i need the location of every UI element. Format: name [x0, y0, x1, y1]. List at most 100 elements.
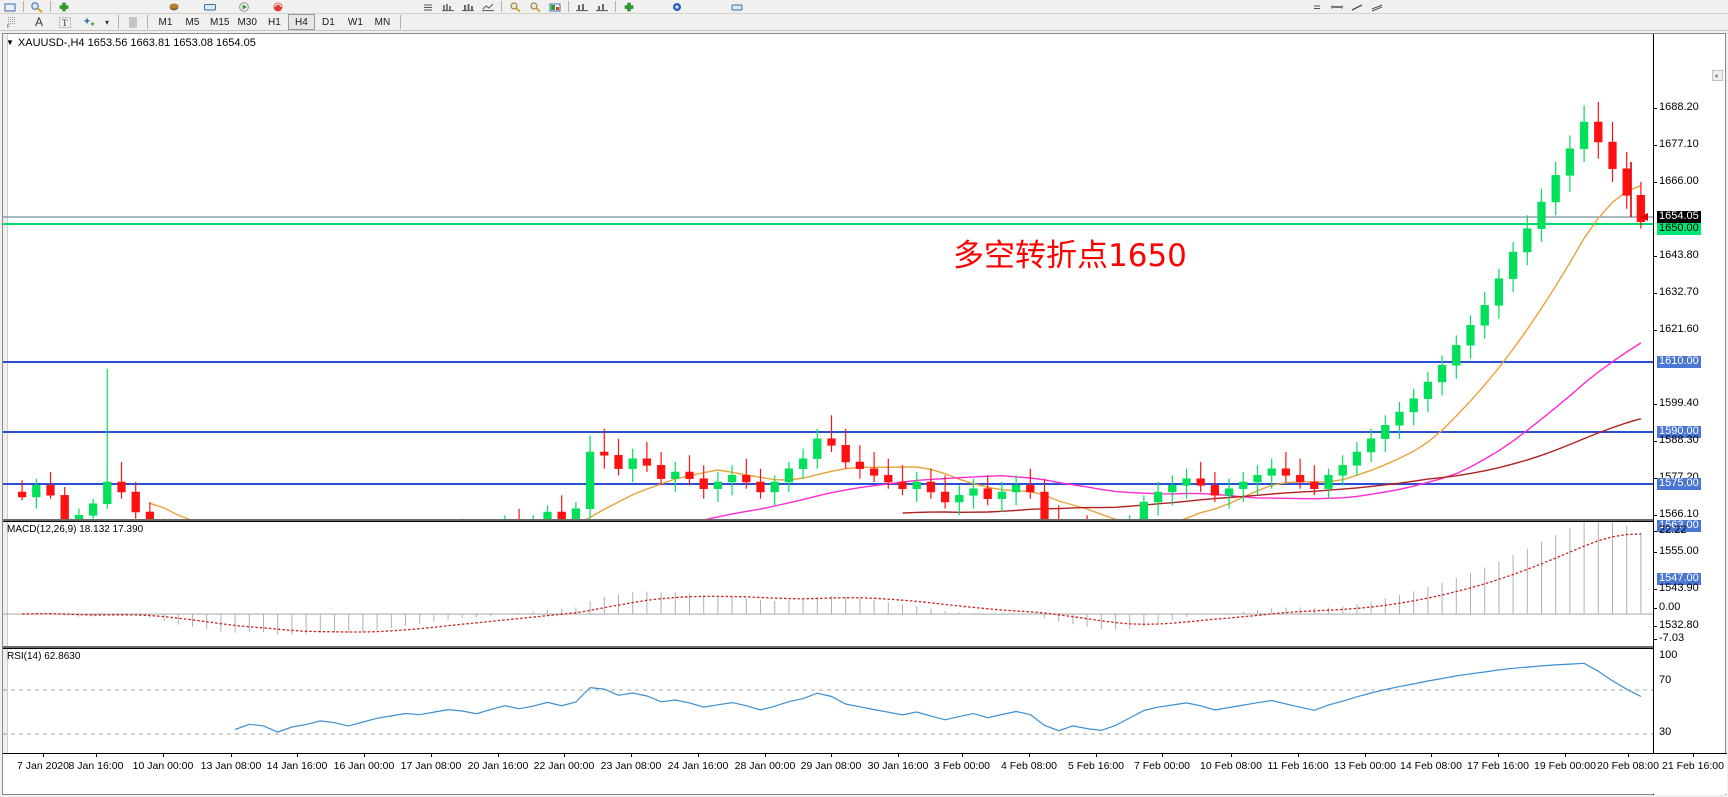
- time-axis[interactable]: 7 Jan 2020 8 Jan 16:00 10 Jan 00:00 13 Jan …: [3, 753, 1727, 794]
- time-axis-label: 23 Jan 08:00: [600, 760, 662, 772]
- price-axis-label: 1566.10: [1659, 508, 1699, 520]
- crosshair-icon[interactable]: F: [0, 14, 26, 30]
- auto-scroll-icon[interactable]: [545, 0, 565, 13]
- timeframe-m15[interactable]: M15: [210, 16, 230, 28]
- new-chart-icon[interactable]: [0, 0, 20, 13]
- time-tick-mark: [831, 754, 832, 757]
- toolbar-separator: [399, 15, 401, 29]
- line-chart-icon[interactable]: [478, 0, 498, 13]
- toolbar-separator: [568, 1, 569, 12]
- time-axis-label: 13 Jan 08:00: [200, 760, 262, 772]
- zoom-out-icon[interactable]: [525, 0, 545, 13]
- timeframe-d1[interactable]: D1: [322, 16, 335, 28]
- pane-divider-1[interactable]: [3, 519, 1655, 521]
- pane-divider-2[interactable]: [3, 646, 1655, 648]
- timeframe-m30[interactable]: M30: [237, 16, 257, 28]
- price-tick-mark: [1654, 182, 1657, 183]
- chart-annotation-text: 多空转折点1650: [953, 238, 1187, 274]
- macd-axis-label: 22.22: [1659, 524, 1687, 536]
- play-icon[interactable]: [234, 0, 254, 13]
- timeframe-group[interactable]: M1 M5 M15 M30 H1 H4 D1 W1 MN: [152, 14, 396, 31]
- objects-dropdown-icon[interactable]: ▾: [104, 17, 109, 27]
- time-axis-label: 19 Feb 00:00: [1534, 760, 1596, 772]
- shift-icon[interactable]: [572, 0, 592, 13]
- text-label-icon[interactable]: A: [34, 15, 43, 29]
- price-tick-mark: [1654, 145, 1657, 146]
- period-icon[interactable]: [667, 0, 687, 13]
- add-indicator-icon[interactable]: [619, 0, 639, 13]
- trendline-tool-icon[interactable]: [1347, 0, 1367, 13]
- time-axis-label: 11 Feb 16:00: [1267, 760, 1329, 772]
- time-tick-mark: [1628, 754, 1629, 757]
- price-pane[interactable]: 多空转折点1650: [3, 34, 1655, 519]
- rsi-axis-label: 70: [1659, 674, 1672, 686]
- search-icon[interactable]: [27, 0, 47, 13]
- price-tick-mark: [1654, 404, 1657, 405]
- macd-canvas: [3, 522, 1655, 636]
- price-axis-label: 1650.00: [1657, 222, 1701, 235]
- horizontal-line-tool-icon[interactable]: [1327, 0, 1347, 13]
- zoom-in-icon[interactable]: [505, 0, 525, 13]
- price-axis-label: 1599.40: [1659, 397, 1699, 409]
- timeframe-m1[interactable]: M1: [158, 16, 173, 28]
- template-icon[interactable]: [727, 0, 747, 13]
- add-icon[interactable]: [54, 0, 74, 13]
- time-tick-mark: [431, 754, 432, 757]
- status-bar: [0, 795, 1728, 797]
- timeframe-h4[interactable]: H4: [287, 14, 315, 30]
- list-icon[interactable]: [418, 0, 438, 13]
- price-axis-label: 1563.00: [1657, 519, 1701, 532]
- macd-pane[interactable]: MACD(12,26,9) 18.132 17.390: [3, 521, 1655, 646]
- text-box-icon[interactable]: T: [52, 14, 78, 30]
- timeframe-w1[interactable]: W1: [347, 16, 363, 28]
- price-tick-mark: [1654, 293, 1657, 294]
- grid-icon[interactable]: [123, 14, 143, 30]
- price-axis-label: 1547.00: [1657, 572, 1701, 585]
- price-chart-canvas: [3, 102, 1655, 519]
- stop-icon[interactable]: [268, 0, 288, 13]
- time-tick-mark: [1498, 754, 1499, 757]
- chart-symbol-label: XAUUSD-,H4 1653.56 1663.81 1653.08 1654.…: [17, 36, 256, 49]
- time-axis-label: 16 Jan 00:00: [333, 760, 395, 772]
- price-axis[interactable]: 1688.20 1677.10 1666.00 1654.05 1650.00 1643.…: [1653, 34, 1725, 796]
- price-axis-label: 1666.00: [1659, 175, 1699, 187]
- indicator-icon[interactable]: [592, 0, 612, 13]
- macd-axis-label: -7.03: [1659, 632, 1685, 644]
- chart-window: ▼ XAUUSD-,H4 1653.56 1663.81 1653.08 165…: [2, 33, 1727, 796]
- rsi-canvas: [3, 662, 1655, 735]
- time-axis-label: 13 Feb 00:00: [1334, 760, 1396, 772]
- price-tick-mark: [1654, 441, 1657, 442]
- toolbar-separator: [23, 1, 24, 12]
- rsi-pane[interactable]: RSI(14) 62.8630: [3, 648, 1655, 753]
- time-axis-label: 29 Jan 08:00: [800, 760, 862, 772]
- time-axis-label: 21 Feb 16:00: [1662, 760, 1724, 772]
- price-axis-label: 1621.60: [1659, 323, 1699, 335]
- time-axis-label: 28 Jan 00:00: [734, 760, 796, 772]
- time-tick-mark: [898, 754, 899, 757]
- time-tick-mark: [297, 754, 298, 757]
- window-icon[interactable]: [200, 0, 220, 13]
- price-axis-label: 1532.80: [1659, 619, 1699, 631]
- pane-left-gutter: [3, 34, 8, 519]
- main-toolbar[interactable]: [0, 0, 1728, 14]
- window-close-icon[interactable]: ×: [1712, 70, 1723, 81]
- chart-symbol-header: ▼ XAUUSD-,H4 1653.56 1663.81 1653.08 165…: [6, 36, 256, 49]
- price-tick-mark: [1654, 108, 1657, 109]
- timeframe-mn[interactable]: MN: [374, 16, 391, 28]
- tools-toolbar[interactable]: F A T ▾ M1: [0, 14, 1728, 31]
- time-tick-mark: [564, 754, 565, 757]
- bar-chart-icon[interactable]: [438, 0, 458, 13]
- macd-tick-mark: [1654, 608, 1657, 609]
- chart-collapse-icon[interactable]: ▼: [6, 38, 14, 47]
- svg-text:F: F: [7, 24, 10, 29]
- channel-tool-icon[interactable]: [1367, 0, 1387, 13]
- timeframe-m5[interactable]: M5: [185, 16, 200, 28]
- equals-icon[interactable]: [1307, 0, 1327, 13]
- svg-text:×: ×: [1715, 74, 1719, 81]
- candle-chart-icon[interactable]: [458, 0, 478, 13]
- expert-advisor-icon[interactable]: [164, 0, 184, 13]
- rsi-indicator-label: RSI(14) 62.8630: [7, 651, 81, 662]
- timeframe-h1[interactable]: H1: [268, 16, 281, 28]
- objects-icon[interactable]: [78, 14, 100, 30]
